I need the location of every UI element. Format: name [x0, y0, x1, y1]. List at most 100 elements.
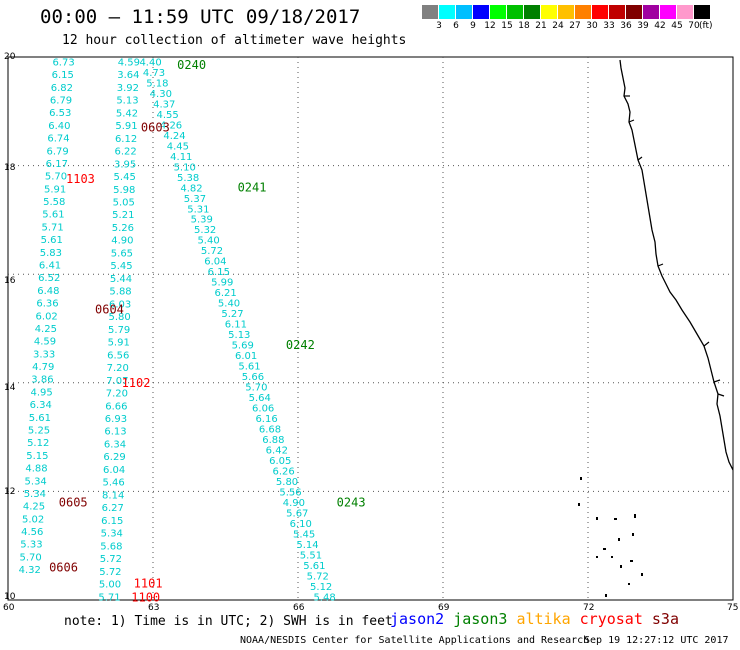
wave-height-value: 6.02: [36, 311, 58, 322]
lon-label: 66: [293, 603, 305, 613]
wave-height-value: 3.64: [117, 70, 139, 81]
wave-height-value: 6.53: [49, 108, 71, 119]
wave-height-value: 4.26: [160, 120, 182, 131]
wave-height-value: 5.80: [108, 312, 130, 323]
wave-height-value: 6.05: [269, 456, 291, 467]
wave-height-value: 5.18: [146, 78, 168, 89]
pass-time-label: 1101: [134, 577, 163, 591]
wave-height-value: 5.61: [29, 413, 51, 424]
wave-height-value: 5.91: [108, 338, 130, 349]
wave-height-value: 5.58: [43, 197, 65, 208]
wave-height-value: 6.48: [37, 286, 59, 297]
wave-height-value: 4.82: [180, 183, 202, 194]
wave-height-value: 5.99: [211, 278, 233, 289]
lat-label: 10: [4, 592, 16, 602]
wave-height-value: 5.72: [99, 567, 121, 578]
wave-height-value: 4.40: [139, 57, 161, 68]
wave-height-value: 4.90: [111, 236, 133, 247]
wave-height-value: 5.37: [184, 194, 206, 205]
wave-height-value: 6.79: [47, 146, 69, 157]
wave-height-value: 5.26: [112, 223, 134, 234]
lat-label: 18: [4, 163, 16, 173]
scale-swatch: [677, 5, 693, 19]
scale-swatch: [660, 5, 676, 19]
pass-time-label: 0241: [238, 180, 267, 194]
scale-label: 6: [453, 21, 459, 31]
wave-height-value: 3.86: [31, 375, 53, 386]
wave-height-value: 5.51: [300, 550, 322, 561]
pass-time-label: 1100: [131, 590, 160, 604]
wave-height-value: 6.01: [235, 351, 257, 362]
wave-height-value: 5.91: [44, 184, 66, 195]
scale-label: 39: [637, 21, 649, 31]
wave-height-value: 5.45: [114, 172, 136, 183]
wave-height-value: 5.39: [191, 215, 213, 226]
islands: [578, 477, 643, 597]
scale-label: 3: [436, 21, 442, 31]
wave-height-value: 5.70: [19, 552, 41, 563]
generated-timestamp: Sep 19 12:27:12 UTC 2017: [584, 635, 729, 646]
wave-height-value: 5.79: [108, 325, 130, 336]
scale-swatch: [524, 5, 540, 19]
wave-height-value: 5.48: [313, 592, 335, 603]
pass-time-label: 1103: [66, 172, 95, 186]
scale-swatch: [541, 5, 557, 19]
wave-height-value: 5.56: [279, 487, 301, 498]
pass-time-labels: 0240 0603 1103 0241 0604 0242 1102 0605 0243 0606…: [49, 58, 365, 604]
legend-jason3: jason3: [453, 610, 508, 628]
wave-height-value: 5.61: [238, 362, 260, 373]
wave-height-value: 4.59: [118, 57, 140, 68]
wave-height-value: 6.11: [225, 320, 247, 331]
coast-ticks: [624, 95, 725, 397]
satellite-legend: jason2 jason3 altika cryosat s3a: [390, 610, 679, 628]
scale-label: 21: [535, 21, 547, 31]
lon-label: 72: [583, 603, 595, 613]
scale-swatch: [456, 5, 472, 19]
wave-height-value: 5.65: [111, 248, 133, 259]
wave-height-value: 7.20: [107, 363, 129, 374]
pass-time-label: 0606: [49, 560, 78, 574]
wave-height-value: 5.70: [245, 383, 267, 394]
wave-height-value: 4.79: [32, 362, 54, 373]
wave-height-value: 5.61: [42, 210, 64, 221]
wave-height-value: 5.40: [218, 299, 240, 310]
wave-height-value: 6.04: [204, 257, 226, 268]
wave-height-value: 6.93: [105, 414, 127, 425]
scale-label: 9: [470, 21, 476, 31]
legend-jason2: jason2: [390, 610, 445, 628]
wave-height-value: 6.27: [102, 503, 124, 514]
footer-note: note: 1) Time is in UTC; 2) SWH is in fe…: [64, 614, 393, 629]
wave-height-value: 4.73: [143, 68, 165, 79]
wave-height-value: 6.82: [51, 83, 73, 94]
wave-height-value: 4.25: [35, 324, 57, 335]
wave-height-value: 4.30: [150, 89, 172, 100]
wave-height-value: 8.14: [102, 490, 124, 501]
wave-height-value: 5.40: [197, 236, 219, 247]
pass-time-label: 0605: [59, 495, 88, 509]
wave-height-value: 6.41: [39, 261, 61, 272]
scale-label: 18: [518, 21, 530, 31]
scale-swatch: [575, 5, 591, 19]
wave-height-value: 6.03: [109, 299, 131, 310]
wave-height-value: 5.68: [100, 541, 122, 552]
lon-label: 60: [3, 603, 15, 613]
wave-height-value: 3.95: [114, 159, 136, 170]
wave-height-value: 6.15: [52, 70, 74, 81]
wave-height-value: 7.20: [106, 389, 128, 400]
pass-time-label: 0243: [337, 495, 366, 509]
wave-height-value: 6.10: [290, 519, 312, 530]
wave-height-value: 5.25: [28, 426, 50, 437]
pass-time-label: 0242: [286, 338, 315, 352]
coastline: [619, 59, 734, 471]
wave-height-value: 5.66: [242, 372, 264, 383]
lon-label: 69: [438, 603, 450, 613]
scale-swatch: [592, 5, 608, 19]
scale-label: 12: [484, 21, 496, 31]
wave-height-value: 5.61: [303, 561, 325, 572]
scale-swatch: [694, 5, 710, 19]
pass-time-label: 1102: [122, 376, 151, 390]
wave-height-value: 5.34: [25, 476, 47, 487]
scale-label: 45: [671, 21, 683, 31]
wave-height-value: 5.83: [40, 248, 62, 259]
